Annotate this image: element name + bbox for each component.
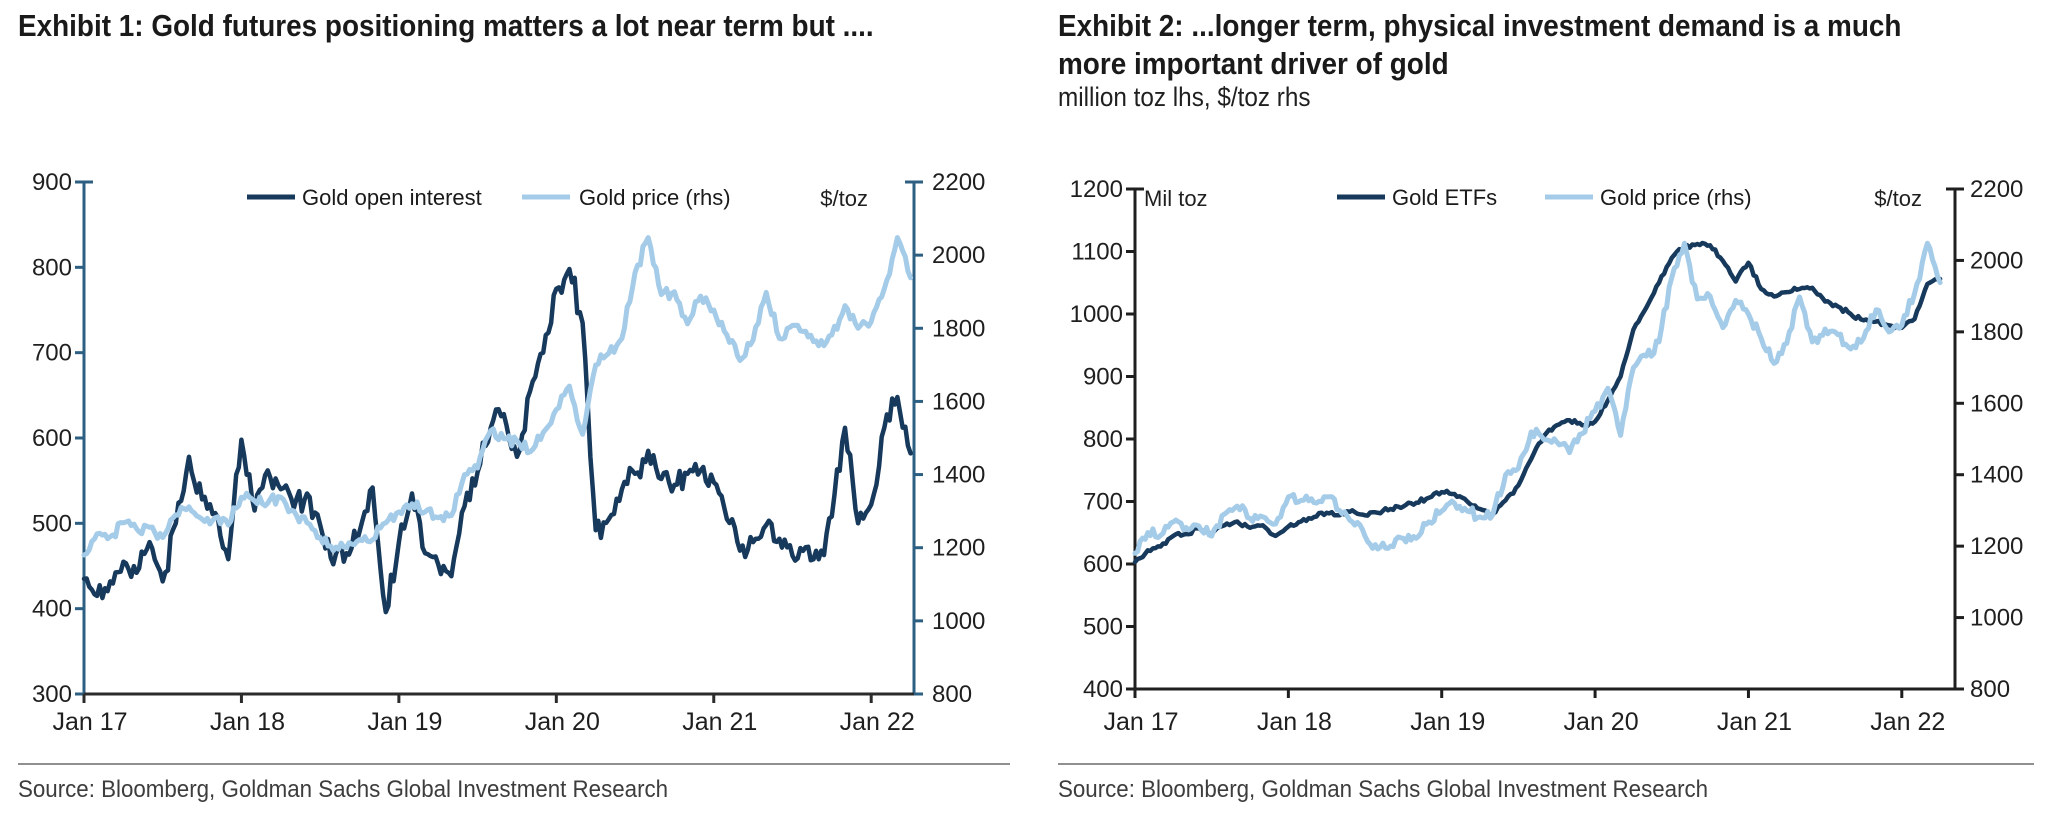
x-axis-tick-label: Jan 19	[367, 708, 442, 736]
right-axis-tick-label: 1800	[932, 315, 985, 342]
exhibit-1-title: Exhibit 1: Gold futures positioning matt…	[18, 8, 874, 43]
exhibit-2-title-line2: more important driver of gold	[1058, 46, 1449, 81]
exhibit-1-chart: 300 400 500 600 700 800 900 800 1000 1200 1400 1600…	[32, 169, 985, 736]
left-axis-tick-label: 1000	[1070, 301, 1123, 328]
x-axis-tick-label: Jan 18	[210, 708, 285, 736]
left-axis-tick-label: 400	[1083, 676, 1123, 703]
x-axis-tick-label: Jan 20	[525, 708, 600, 736]
left-axis-tick-label: 500	[1083, 614, 1123, 641]
left-axis-tick-label: 900	[32, 169, 72, 196]
exhibit-2-footer-divider	[1058, 763, 2034, 765]
left-axis-tick-label: 1100	[1071, 239, 1123, 266]
right-axis-tick-label: 1600	[932, 388, 985, 415]
x-axis-tick-label: Jan 22	[840, 708, 915, 736]
right-axis-tick-label: 800	[1970, 676, 2010, 703]
left-axis-tick-label: 700	[1083, 489, 1123, 516]
left-axis-tick-label: 800	[32, 254, 72, 281]
right-axis-tick-label: 1200	[1970, 533, 2023, 560]
left-axis-tick-label: 400	[32, 596, 72, 623]
x-axis-tick-label: Jan 20	[1564, 708, 1639, 736]
left-axis-tick-label: 900	[1083, 364, 1123, 391]
right-axis-tick-label: 2200	[932, 169, 985, 196]
exhibit-2-subtitle: million toz lhs, $/toz rhs	[1058, 82, 1311, 112]
right-axis-tick-label: 1400	[1970, 462, 2023, 489]
exhibit-1-panel: Exhibit 1: Gold futures positioning matt…	[18, 8, 1010, 803]
right-axis-tick-label: 1000	[932, 608, 985, 635]
left-axis-tick-label: 300	[32, 681, 72, 708]
right-axis-tick-label: 1400	[932, 462, 985, 489]
exhibit-2-chart: 400 500 600 700 800 900 1000 1100 1200 800 1000 120…	[1070, 176, 2024, 736]
right-axis-tick-label: 1800	[1970, 319, 2023, 346]
x-axis-tick-label: Jan 22	[1870, 708, 1945, 736]
x-axis-tick-label: Jan 17	[52, 708, 127, 736]
legend-label-0: Gold ETFs	[1392, 185, 1497, 210]
right-axis-tick-label: 1000	[1970, 605, 2023, 632]
right-axis-tick-label: 800	[932, 681, 972, 708]
x-axis-tick-label: Jan 21	[682, 708, 757, 736]
gold-open-interest-line	[81, 266, 913, 615]
left-axis-tick-label: 600	[1083, 551, 1123, 578]
right-axis-unit-label: $/toz	[820, 186, 868, 211]
right-axis-tick-label: 1600	[1970, 390, 2023, 417]
right-axis-tick-label: 1200	[932, 535, 985, 562]
gold-price-rhs-line	[1132, 240, 1943, 556]
exhibit-2-panel: Exhibit 2: ...longer term, physical inve…	[1024, 0, 2048, 816]
exhibit-1-footer-divider	[18, 763, 1010, 765]
legend-label-1: Gold price (rhs)	[1600, 185, 1752, 210]
right-axis-tick-label: 2200	[1970, 176, 2023, 203]
legend-label-0: Gold open interest	[302, 185, 482, 210]
right-axis-unit-label: $/toz	[1874, 186, 1922, 211]
left-axis-unit-label: Mil toz	[1144, 186, 1208, 211]
left-axis-tick-label: 700	[32, 340, 72, 367]
gold-price-rhs-line	[81, 235, 914, 558]
gold-etfs-line	[1132, 240, 1943, 565]
exhibit-1-source-text: Source: Bloomberg, Goldman Sachs Global …	[18, 776, 669, 803]
exhibit-2-title-line1: Exhibit 2: ...longer term, physical inve…	[1058, 8, 1902, 43]
x-axis-tick-label: Jan 19	[1410, 708, 1485, 736]
legend-label-1: Gold price (rhs)	[579, 185, 731, 210]
x-axis-tick-label: Jan 18	[1257, 708, 1332, 736]
left-axis-tick-label: 1200	[1070, 176, 1123, 203]
left-axis-tick-label: 500	[32, 510, 72, 537]
x-axis-tick-label: Jan 21	[1717, 708, 1792, 736]
right-axis-tick-label: 2000	[1970, 247, 2023, 274]
x-axis-tick-label: Jan 17	[1103, 708, 1178, 736]
left-axis-tick-label: 600	[32, 425, 72, 452]
right-axis-tick-label: 2000	[932, 242, 985, 269]
left-axis-tick-label: 800	[1083, 426, 1123, 453]
exhibit-2-source-text: Source: Bloomberg, Goldman Sachs Global …	[1058, 776, 1709, 803]
